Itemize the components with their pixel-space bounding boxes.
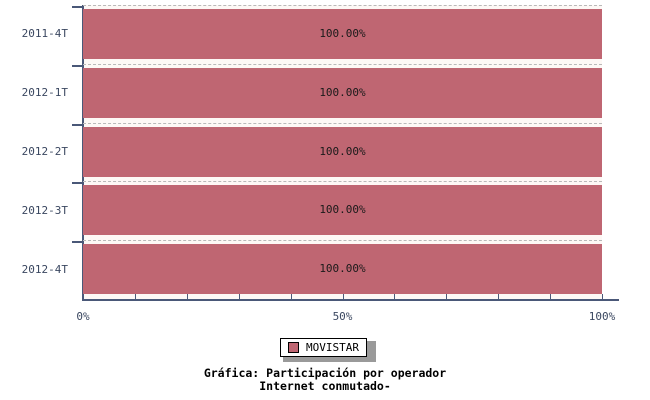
y-axis-label: 2012-1T: [21, 86, 68, 100]
bar-value-label: 100.00%: [319, 85, 366, 99]
legend-label: MOVISTAR: [306, 341, 359, 354]
bar-value-label: 100.00%: [319, 27, 366, 40]
bar-value-label: 100.00%: [319, 144, 366, 158]
bar-row: 100.00%: [83, 240, 602, 299]
x-axis-minor-tick: [238, 294, 240, 300]
bar-row: 100.00%: [83, 63, 602, 123]
legend-color-swatch: [288, 342, 299, 353]
y-axis-label: 2012-4T: [21, 262, 68, 276]
x-axis-minor-tick: [186, 294, 188, 300]
bar[interactable]: 100.00%: [83, 126, 602, 177]
x-axis-label: 50%: [332, 310, 353, 323]
chart-title-line-2: Internet conmutado-: [259, 379, 391, 393]
chart-title: Gráfica: Participación por operador Inte…: [0, 367, 650, 393]
x-axis-major-tick: [342, 294, 344, 300]
x-axis-line: [82, 299, 619, 301]
y-axis-label: 2012-3T: [21, 203, 68, 217]
y-axis-tick: [72, 123, 83, 126]
x-axis-minor-tick: [394, 294, 396, 300]
gridline: [83, 240, 602, 242]
bar[interactable]: 100.00%: [83, 185, 602, 236]
bar-row: 100.00%: [83, 5, 602, 64]
bar[interactable]: 100.00%: [83, 9, 602, 59]
x-axis-major-tick: [83, 294, 84, 300]
gridline: [83, 5, 602, 7]
y-axis-tick: [72, 64, 83, 67]
bar-row: 100.00%: [83, 181, 602, 240]
chart-title-line-1: Gráfica: Participación por operador: [203, 366, 447, 380]
y-axis-label: 2012-2T: [21, 145, 68, 158]
x-axis-minor-tick: [134, 294, 136, 300]
chart-legend[interactable]: MOVISTAR: [280, 338, 367, 357]
x-axis-label: 100%: [588, 310, 616, 323]
x-axis-major-tick: [602, 294, 603, 300]
bar-value-label: 100.00%: [319, 203, 366, 217]
x-axis-label: 0%: [76, 310, 90, 323]
y-axis-tick: [72, 182, 83, 185]
gridline: [83, 122, 602, 125]
x-axis-minor-tick: [550, 294, 552, 300]
y-axis-tick: [72, 6, 83, 8]
bar-row: 100.00%: [83, 122, 602, 182]
bar-value-label: 100.00%: [319, 262, 366, 276]
bar[interactable]: 100.00%: [83, 67, 602, 118]
y-axis-tick: [72, 241, 83, 244]
bar[interactable]: 100.00%: [83, 244, 602, 295]
gridline: [83, 181, 602, 183]
x-axis-minor-tick: [290, 294, 292, 300]
y-axis-label: 2011-4T: [21, 27, 68, 41]
x-axis-minor-tick: [446, 294, 448, 300]
x-axis-minor-tick: [498, 294, 500, 300]
gridline: [83, 63, 602, 66]
